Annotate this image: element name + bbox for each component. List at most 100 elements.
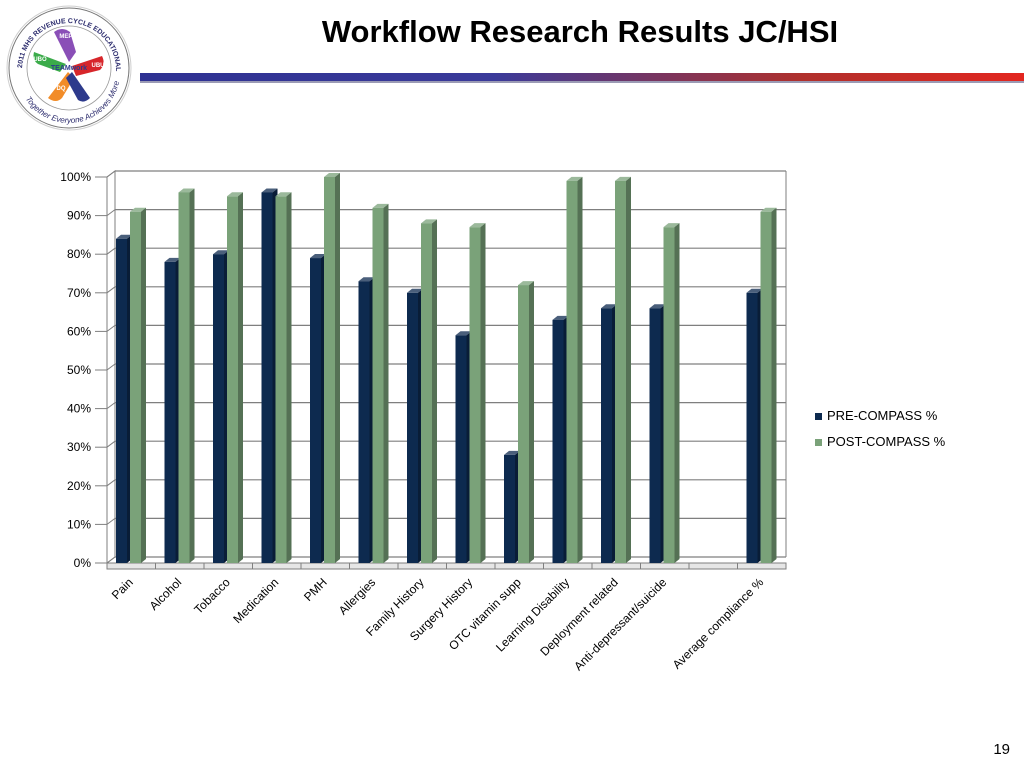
bar-post-compass xyxy=(469,227,481,563)
bar-post-compass-top xyxy=(760,207,777,212)
bar-post-compass xyxy=(518,285,529,563)
bar-post-compass-side xyxy=(674,223,680,563)
bar-pre-compass xyxy=(601,308,612,563)
bar-pre-compass-top xyxy=(358,277,375,282)
slide-title: Workflow Research Results JC/HSI xyxy=(321,14,839,49)
logo-hand-label-ubu: UBU xyxy=(92,63,105,69)
legend-label-post-compass: POST-COMPASS % xyxy=(827,434,946,449)
y-tick-label: 30% xyxy=(67,440,91,454)
bar-post-compass xyxy=(130,211,141,564)
bar-post-compass-top xyxy=(178,188,195,193)
y-tick-label: 20% xyxy=(67,479,91,493)
logo-hand-label-meprs: MEPRS xyxy=(59,34,80,40)
bar-post-compass-side xyxy=(335,173,340,563)
x-tick-label: PMH xyxy=(301,575,330,604)
gridline-depth xyxy=(106,286,116,294)
bar-pre-compass xyxy=(310,258,321,563)
bar-pre-compass-top xyxy=(552,315,569,320)
gridline-depth xyxy=(106,479,116,487)
page-number: 19 xyxy=(993,741,1010,758)
hands-icon xyxy=(33,29,104,102)
bar-post-compass-top xyxy=(566,176,583,181)
bar-pre-compass-top xyxy=(601,304,617,309)
bar-pre-compass-top xyxy=(213,250,229,255)
bar-pre-compass xyxy=(746,292,758,563)
bar-post-compass-top xyxy=(324,173,340,177)
gridline-depth xyxy=(106,209,116,217)
gridline-depth xyxy=(106,324,116,332)
bar-pre-compass-top xyxy=(164,257,181,262)
bar-pre-compass xyxy=(455,335,467,563)
bar-post-compass-top xyxy=(663,223,680,228)
gridline-depth xyxy=(106,170,116,178)
bar-post-compass xyxy=(275,196,287,564)
bar-pre-compass xyxy=(164,261,176,563)
bar-post-compass-side xyxy=(626,176,631,564)
bar-pre-compass-top xyxy=(455,331,472,336)
x-tick-label: Anti-depressant/suicide xyxy=(571,575,669,673)
bar-pre-compass xyxy=(504,454,515,563)
y-tick-label: 10% xyxy=(67,517,91,531)
y-tick-label: 80% xyxy=(67,247,91,261)
y-tick-label: 70% xyxy=(67,286,91,300)
title-divider xyxy=(140,73,1024,81)
bar-pre-compass-top xyxy=(116,234,132,239)
bar-post-compass-side xyxy=(771,207,777,564)
bar-post-compass-top xyxy=(518,281,534,286)
y-tick-label: 90% xyxy=(67,209,91,223)
bar-post-compass xyxy=(178,192,190,563)
conference-logo: 2011 MHS REVENUE CYCLE EDUCATIONAL CONFE… xyxy=(4,2,132,131)
bar-post-compass xyxy=(324,177,335,563)
legend-swatch-post-compass xyxy=(815,439,822,446)
bar-post-compass-side xyxy=(238,192,243,564)
gridline-depth xyxy=(106,518,116,525)
bar-pre-compass xyxy=(407,292,418,563)
y-tick-label: 100% xyxy=(60,170,91,184)
bar-post-compass-side xyxy=(480,223,486,563)
bar-post-compass-side xyxy=(577,176,583,564)
y-tick-label: 40% xyxy=(67,402,91,416)
x-tick-label: Allergies xyxy=(336,575,378,617)
bar-post-compass-side xyxy=(141,207,146,564)
y-tick-label: 0% xyxy=(74,556,92,570)
bar-post-compass-side xyxy=(432,219,437,563)
legend-swatch-pre-compass xyxy=(815,413,822,420)
gridline-depth xyxy=(106,363,116,371)
y-tick-label: 50% xyxy=(67,363,91,377)
gridline-depth xyxy=(106,402,116,410)
bar-pre-compass-top xyxy=(649,304,666,309)
bar-post-compass-side xyxy=(383,203,389,563)
x-tick-label: Average compliance % xyxy=(670,575,767,672)
gridline-depth xyxy=(106,556,116,564)
x-tick-label: Medication xyxy=(230,575,281,626)
bar-post-compass xyxy=(663,227,675,563)
bar-pre-compass xyxy=(261,192,273,563)
bar-pre-compass-top xyxy=(407,288,423,293)
x-tick-label: Tobacco xyxy=(191,575,233,617)
bar-pre-compass xyxy=(358,281,370,563)
bar-post-compass-top xyxy=(469,223,486,228)
bar-post-compass-side xyxy=(189,188,195,563)
bar-post-compass xyxy=(421,223,432,563)
gridline-depth xyxy=(106,247,116,255)
bar-post-compass-top xyxy=(372,203,389,208)
y-tick-label: 60% xyxy=(67,324,91,338)
x-tick-label: Alcohol xyxy=(147,575,185,613)
bar-pre-compass xyxy=(552,319,564,563)
bar-post-compass-side xyxy=(286,192,292,564)
bar-post-compass-top xyxy=(275,192,292,197)
bar-post-compass xyxy=(227,196,238,564)
bar-post-compass xyxy=(372,207,384,563)
bar-pre-compass xyxy=(116,238,127,563)
bar-pre-compass-top xyxy=(261,188,278,193)
bar-pre-compass-top xyxy=(746,288,763,293)
bar-post-compass xyxy=(566,180,578,564)
bar-pre-compass-top xyxy=(310,254,326,259)
logo-center-text: TEAMwork xyxy=(51,65,87,72)
bar-post-compass-top xyxy=(421,219,437,224)
title-divider-shadow xyxy=(140,81,1024,83)
logo-hand-label-ubo: UBO xyxy=(33,57,47,63)
legend-label-pre-compass: PRE-COMPASS % xyxy=(827,408,938,423)
bar-pre-compass-top xyxy=(504,450,520,455)
